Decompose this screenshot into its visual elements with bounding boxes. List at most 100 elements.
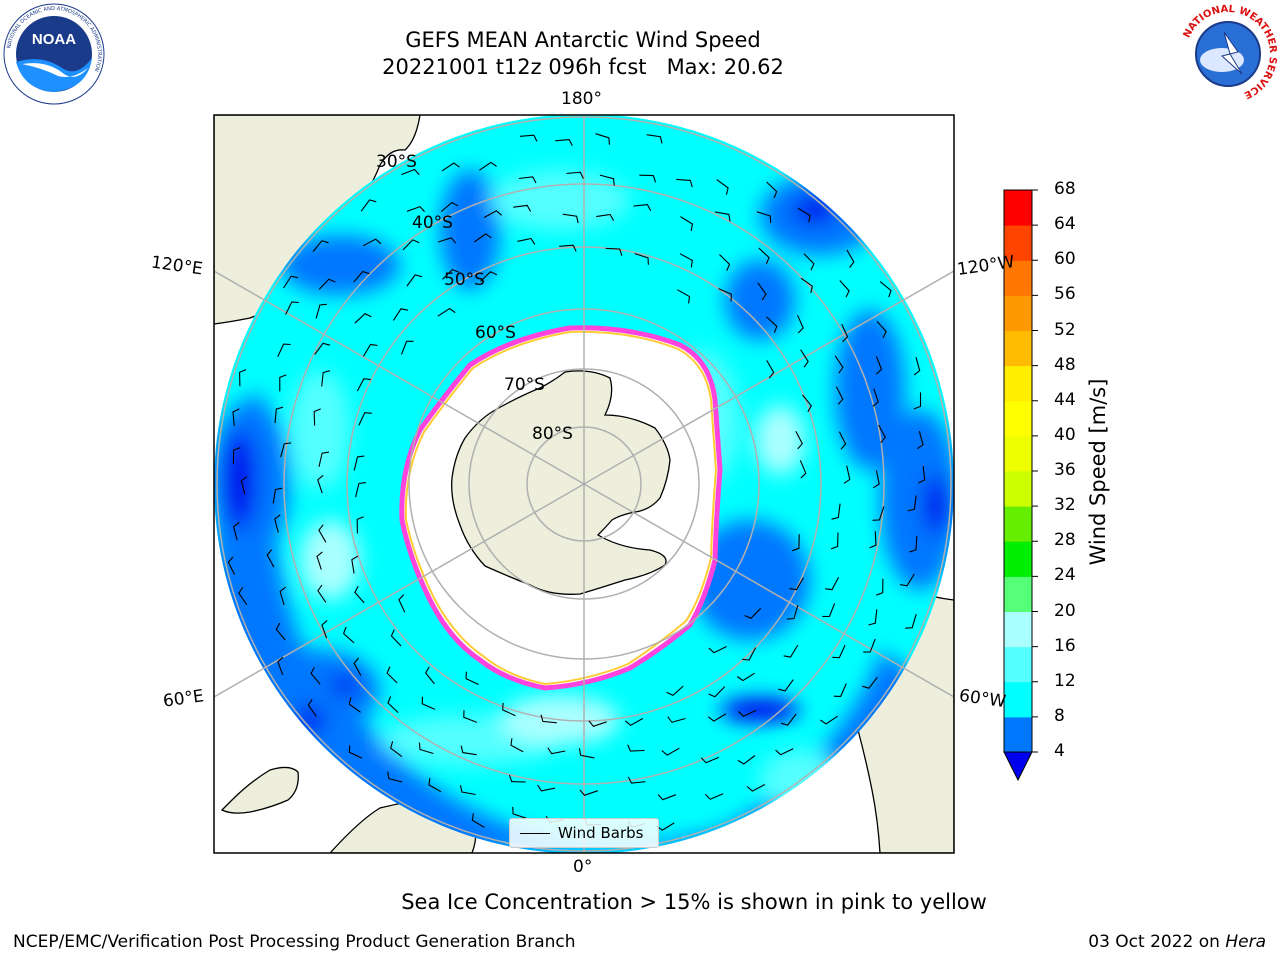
wind-barb <box>351 555 359 574</box>
colorbar-bin-36-40 <box>1004 435 1032 472</box>
wind-barb <box>274 514 281 533</box>
wind-barb <box>274 406 284 424</box>
colorbar-bin-24-28 <box>1004 541 1032 577</box>
wind-barb <box>780 713 797 726</box>
wind-barb <box>406 205 426 213</box>
wind-barb <box>356 378 371 392</box>
wind-barb <box>238 587 248 606</box>
sea-ice-note-text: Sea Ice Concentration > 15% is shown in … <box>401 890 987 914</box>
wind-barb <box>737 755 756 765</box>
wind-barb <box>465 671 479 685</box>
wind-barb <box>661 747 680 756</box>
wind-barb <box>778 679 794 692</box>
colorbar-bin-60-64 <box>1004 225 1032 261</box>
colorbar-bin-16-20 <box>1004 611 1032 648</box>
wind-barb <box>846 249 855 268</box>
wind-barb <box>916 430 924 450</box>
chart-subtitle: 20221001 t12z 096h fcst Max: 20.62 <box>382 55 784 79</box>
wind-barbs-legend: Wind Barbs <box>509 818 659 848</box>
lat-label-60s: 60°S <box>475 323 516 343</box>
wind-barb <box>746 784 766 792</box>
colorbar-bin-12-16 <box>1004 646 1032 683</box>
wind-barb <box>317 474 324 494</box>
wind-barb <box>502 702 516 717</box>
wind-barb <box>843 465 851 484</box>
wind-barb <box>537 784 556 792</box>
wind-barb <box>318 278 336 290</box>
wind-barb <box>315 303 327 319</box>
wind-barb <box>363 238 382 247</box>
wind-barb <box>579 789 598 796</box>
wind-barb <box>738 709 757 717</box>
wind-barb <box>421 696 436 710</box>
wind-barb <box>634 253 649 265</box>
wind-barb <box>348 745 363 759</box>
wind-barb <box>356 516 364 534</box>
colorbar-tick-label: 36 <box>1054 460 1076 480</box>
wind-barb <box>425 666 435 685</box>
wind-barb <box>317 584 327 603</box>
wind-barb <box>390 741 403 758</box>
wind-barb <box>839 280 850 298</box>
colorbar-tick-label: 20 <box>1054 600 1076 621</box>
wind-barb <box>679 253 693 268</box>
wind-barb <box>834 355 844 374</box>
wind-barb <box>756 211 772 224</box>
wind-barb <box>398 594 406 613</box>
wind-barb <box>418 742 434 755</box>
lon-label-0: 0° <box>573 857 593 877</box>
wind-barb <box>313 408 321 426</box>
chart-title: GEFS MEAN Antarctic Wind Speed <box>405 28 761 52</box>
wind-barb <box>460 745 477 756</box>
wind-barb <box>277 656 284 676</box>
map-frame <box>213 114 955 854</box>
wind-barb <box>789 577 804 591</box>
wind-barb <box>677 289 691 304</box>
colorbar-tick-label: 64 <box>1054 214 1076 235</box>
wind-barb <box>863 638 876 653</box>
wind-barb <box>358 412 372 426</box>
wind-barb <box>321 619 328 639</box>
wind-barb <box>599 174 615 186</box>
wind-barb <box>392 308 409 321</box>
wind-barb <box>605 247 623 256</box>
colorbar-tick-label: 28 <box>1054 530 1076 551</box>
colorbar-bin-40-44 <box>1004 400 1032 437</box>
wind-barb <box>513 204 532 212</box>
wind-barb <box>310 667 321 685</box>
wind-barb <box>792 534 800 552</box>
wind-barb <box>841 323 849 343</box>
wind-barb <box>316 551 323 570</box>
noaa-logo: NATIONAL OCEANIC AND ATMOSPHERIC ADMINIS… <box>3 3 105 105</box>
madagascar-land <box>220 766 299 814</box>
colorbar-tick-label: 48 <box>1054 354 1076 375</box>
wind-barb <box>401 168 420 176</box>
wind-barb <box>872 388 879 407</box>
wind-barb <box>239 369 247 387</box>
wind-barb <box>708 686 726 698</box>
wind-barb <box>819 715 838 725</box>
wind-barb <box>459 785 476 796</box>
wind-barb <box>800 277 814 294</box>
wind-barb <box>280 442 292 458</box>
wind-barb <box>437 307 456 317</box>
wind-barb <box>796 314 804 334</box>
wind-barb <box>758 247 770 265</box>
footer-host: Hera <box>1225 932 1266 952</box>
wind-barb <box>766 316 778 333</box>
wind-barb <box>646 134 663 144</box>
wind-barb <box>716 179 729 195</box>
wind-barb <box>667 716 686 723</box>
wind-barb <box>633 204 652 212</box>
colorbar <box>1003 189 1038 782</box>
wind-barb <box>354 313 372 324</box>
footer-left: NCEP/EMC/Verification Post Processing Pr… <box>13 932 576 952</box>
wind-barb <box>913 392 922 410</box>
colorbar-bin-4-8 <box>1004 716 1032 753</box>
wind-barb <box>478 161 498 171</box>
wind-barb <box>800 349 809 368</box>
footer-right: 03 Oct 2022 on Hera <box>1088 932 1266 952</box>
wind-barb <box>657 794 677 801</box>
wind-barb <box>707 713 727 722</box>
wind-barb <box>907 495 917 512</box>
